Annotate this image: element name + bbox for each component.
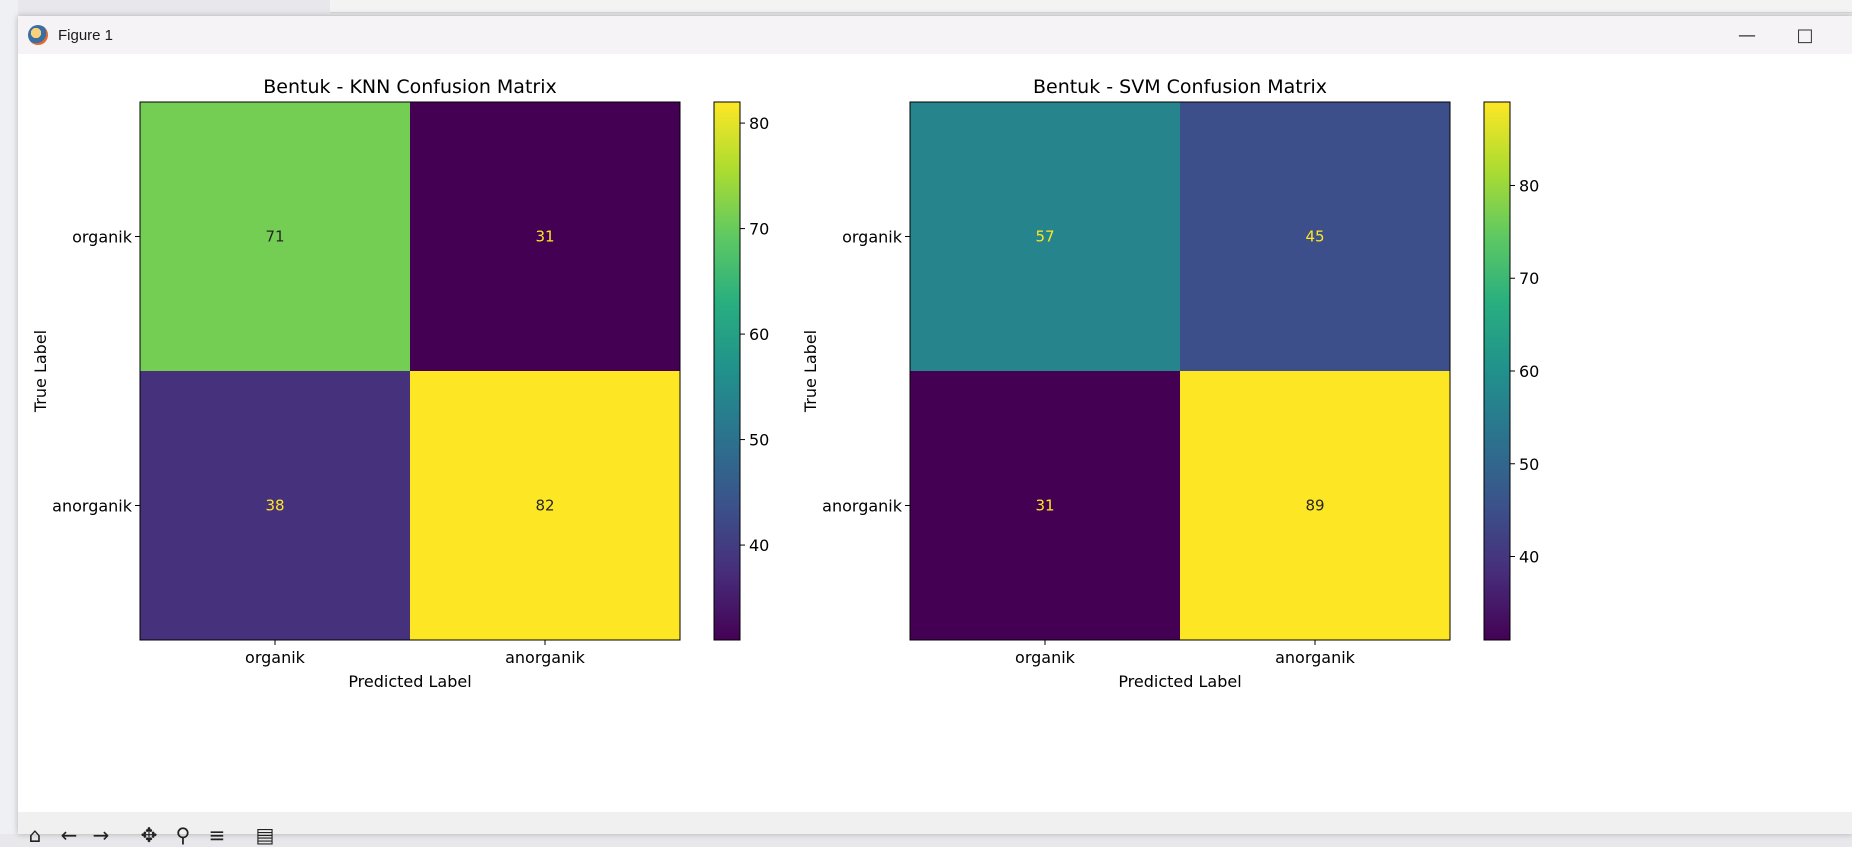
x-axis-label: Predicted Label bbox=[1118, 672, 1241, 691]
colorbar-tick-label: 60 bbox=[749, 325, 769, 344]
confusion-matrix-chart-0: 71 31 38 82 Bentuk - KNN Confusion Matrix org… bbox=[31, 76, 769, 691]
cell-value-label-1-0: 38 bbox=[265, 497, 284, 515]
save-icon[interactable]: ▤ bbox=[255, 823, 275, 847]
colorbar-tick-label: 80 bbox=[1519, 176, 1539, 195]
matrix-cell-1-0 bbox=[910, 371, 1180, 640]
x-tick-label: anorganik bbox=[505, 648, 586, 667]
back-icon[interactable]: ← bbox=[60, 823, 78, 847]
y-tick-label: anorganik bbox=[52, 497, 133, 516]
navigation-toolbar: ⌂ ← → ✥ ⚲ ≡ ▤ bbox=[18, 812, 1852, 846]
minimize-button[interactable]: — bbox=[1718, 16, 1776, 54]
confusion-matrix-chart-1: 57 45 31 89 Bentuk - SVM Confusion Matrix org… bbox=[801, 76, 1539, 691]
cell-value-label-0-0: 71 bbox=[265, 228, 284, 246]
matrix-cell-1-1 bbox=[410, 371, 680, 640]
colorbar-tick-label: 60 bbox=[1519, 362, 1539, 381]
colorbar-tick-label: 40 bbox=[749, 536, 769, 555]
x-tick-label: organik bbox=[1015, 648, 1076, 667]
zoom-icon[interactable]: ⚲ bbox=[175, 823, 191, 847]
axes-frame bbox=[909, 101, 1451, 641]
axes-frame bbox=[139, 101, 681, 641]
cell-value-label-0-0: 57 bbox=[1035, 228, 1054, 246]
x-tick-label: organik bbox=[245, 648, 306, 667]
cell-value-label-1-1: 82 bbox=[535, 497, 554, 515]
minimize-icon: — bbox=[1738, 24, 1756, 46]
colorbar-tick-label: 40 bbox=[1519, 548, 1539, 567]
colorbar-tick-label: 70 bbox=[1519, 269, 1539, 288]
y-tick-label: organik bbox=[72, 228, 133, 247]
matrix-cell-0-1 bbox=[1180, 102, 1450, 371]
cell-value-label-0-1: 45 bbox=[1305, 228, 1324, 246]
y-axis-label: True Label bbox=[31, 330, 50, 413]
matplotlib-app-icon bbox=[28, 25, 48, 45]
x-tick-label: anorganik bbox=[1275, 648, 1356, 667]
colorbar-tick-label: 70 bbox=[749, 220, 769, 239]
x-axis-label: Predicted Label bbox=[348, 672, 471, 691]
forward-icon[interactable]: → bbox=[92, 823, 110, 847]
y-tick-label: anorganik bbox=[822, 497, 903, 516]
matrix-cell-0-0 bbox=[910, 102, 1180, 371]
y-axis-label: True Label bbox=[801, 330, 820, 413]
chart-title: Bentuk - SVM Confusion Matrix bbox=[1033, 76, 1327, 98]
window-title: Figure 1 bbox=[58, 26, 114, 44]
chart-title: Bentuk - KNN Confusion Matrix bbox=[263, 76, 557, 98]
pan-icon[interactable]: ✥ bbox=[140, 823, 158, 847]
background-editor-edge bbox=[0, 0, 18, 834]
colorbar bbox=[713, 101, 741, 641]
matrix-cell-1-0 bbox=[140, 371, 410, 640]
figure-window: Figure 1 — □ 71 31 38 82 Bentuk - KNN Confus… bbox=[18, 16, 1852, 846]
colorbar-tick-label: 50 bbox=[749, 431, 769, 450]
matrix-cell-0-0 bbox=[140, 102, 410, 371]
matrix-cell-0-1 bbox=[410, 102, 680, 371]
figure-canvas: 71 31 38 82 Bentuk - KNN Confusion Matrix org… bbox=[31, 76, 1539, 691]
configure-icon[interactable]: ≡ bbox=[208, 823, 226, 847]
cell-value-label-1-0: 31 bbox=[1035, 497, 1054, 515]
title-bar[interactable]: Figure 1 — □ bbox=[18, 16, 1852, 54]
matrix-cell-1-1 bbox=[1180, 371, 1450, 640]
colorbar-tick-label: 50 bbox=[1519, 455, 1539, 474]
colorbar-tick-label: 80 bbox=[749, 114, 769, 133]
maximize-button[interactable]: □ bbox=[1776, 16, 1834, 54]
cell-value-label-1-1: 89 bbox=[1305, 497, 1324, 515]
cell-value-label-0-1: 31 bbox=[535, 228, 554, 246]
home-icon[interactable]: ⌂ bbox=[28, 823, 42, 847]
y-tick-label: organik bbox=[842, 228, 903, 247]
maximize-icon: □ bbox=[1796, 24, 1814, 46]
background-tab-strip bbox=[330, 0, 1852, 13]
colorbar bbox=[1483, 101, 1511, 641]
plot-area: 71 31 38 82 Bentuk - KNN Confusion Matrix org… bbox=[18, 54, 1852, 820]
